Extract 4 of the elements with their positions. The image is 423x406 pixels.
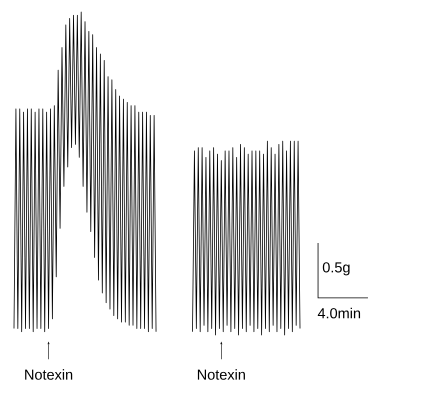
text: Notexin (198, 369, 245, 380)
text: Notexin (25, 369, 72, 380)
text: 0.5g (322, 262, 350, 276)
text: 4.0min (318, 308, 360, 318)
